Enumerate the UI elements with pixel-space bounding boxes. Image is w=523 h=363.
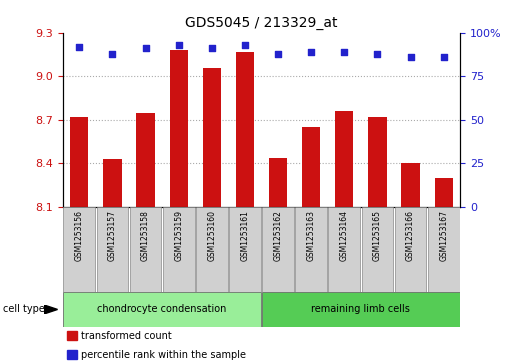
Bar: [229, 207, 261, 292]
Bar: [302, 127, 320, 207]
Point: [108, 51, 117, 57]
Bar: [130, 207, 162, 292]
Text: GSM1253165: GSM1253165: [373, 210, 382, 261]
Bar: [63, 207, 95, 292]
Text: cell type: cell type: [3, 305, 44, 314]
Bar: [262, 207, 294, 292]
Text: GSM1253156: GSM1253156: [75, 210, 84, 261]
Bar: [402, 163, 419, 207]
Point: [439, 54, 448, 60]
Title: GDS5045 / 213329_at: GDS5045 / 213329_at: [185, 16, 338, 30]
Point: [307, 49, 315, 55]
Point: [75, 44, 84, 49]
Bar: [361, 207, 393, 292]
Point: [175, 42, 183, 48]
Bar: [295, 207, 327, 292]
Bar: [428, 207, 460, 292]
Text: GSM1253161: GSM1253161: [241, 210, 249, 261]
Point: [274, 51, 282, 57]
Bar: [70, 117, 88, 207]
Bar: [169, 50, 188, 207]
Bar: [104, 159, 121, 207]
Bar: [269, 158, 287, 207]
Point: [241, 42, 249, 48]
Polygon shape: [44, 305, 58, 314]
Bar: [368, 117, 386, 207]
Bar: [67, 350, 77, 359]
Bar: [395, 207, 426, 292]
Bar: [97, 207, 128, 292]
Point: [406, 54, 415, 60]
Bar: [236, 52, 254, 207]
Text: GSM1253158: GSM1253158: [141, 210, 150, 261]
Bar: [335, 111, 354, 207]
Point: [340, 49, 348, 55]
Text: GSM1253157: GSM1253157: [108, 210, 117, 261]
Point: [141, 45, 150, 51]
Text: GSM1253162: GSM1253162: [274, 210, 282, 261]
Bar: [435, 178, 453, 207]
Text: GSM1253160: GSM1253160: [207, 210, 217, 261]
Text: GSM1253159: GSM1253159: [174, 210, 183, 261]
Bar: [137, 113, 155, 207]
Text: remaining limb cells: remaining limb cells: [311, 305, 411, 314]
Bar: [163, 207, 195, 292]
Point: [373, 51, 382, 57]
Text: GSM1253163: GSM1253163: [306, 210, 316, 261]
Bar: [196, 207, 228, 292]
Text: percentile rank within the sample: percentile rank within the sample: [81, 350, 246, 360]
Bar: [203, 68, 221, 207]
Text: GSM1253164: GSM1253164: [340, 210, 349, 261]
Text: chondrocyte condensation: chondrocyte condensation: [97, 305, 227, 314]
Bar: [63, 292, 261, 327]
Text: transformed count: transformed count: [81, 331, 172, 341]
Bar: [67, 331, 77, 340]
Bar: [328, 207, 360, 292]
Text: GSM1253167: GSM1253167: [439, 210, 448, 261]
Bar: [262, 292, 460, 327]
Text: GSM1253166: GSM1253166: [406, 210, 415, 261]
Point: [208, 45, 216, 51]
